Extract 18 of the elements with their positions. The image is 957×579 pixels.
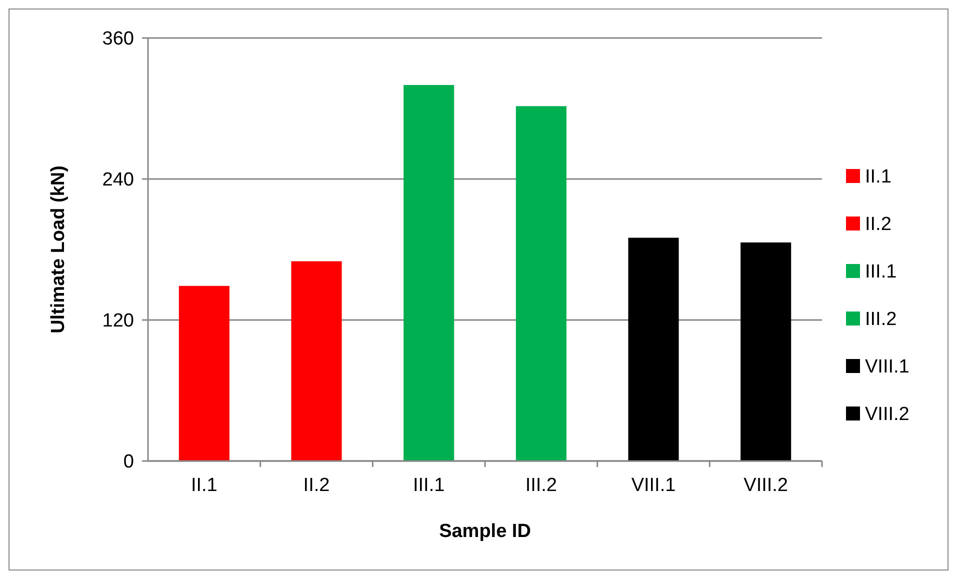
legend-label: VIII.2 xyxy=(865,404,910,426)
x-tick-label: II.1 xyxy=(190,475,218,496)
x-tick-label: III.1 xyxy=(412,475,445,496)
y-tick-label: 120 xyxy=(102,310,134,332)
legend-label: III.2 xyxy=(865,309,897,330)
y-axis-title: Ultimate Load (kN) xyxy=(48,166,69,334)
legend-label: VIII.1 xyxy=(865,356,910,378)
x-tick-label: II.2 xyxy=(303,475,330,496)
x-axis-title: Sample ID xyxy=(439,521,531,542)
y-tick-label: 360 xyxy=(102,28,134,50)
legend-label: II.1 xyxy=(865,166,892,188)
y-tick-label: 0 xyxy=(123,452,134,473)
x-tick-label: VIII.2 xyxy=(744,475,788,496)
legend-label: II.2 xyxy=(865,214,892,236)
x-tick-label: VIII.1 xyxy=(631,475,676,496)
y-tick-label: 240 xyxy=(102,170,134,191)
legend-label: III.1 xyxy=(865,262,897,283)
x-tick-label: III.2 xyxy=(525,475,558,496)
